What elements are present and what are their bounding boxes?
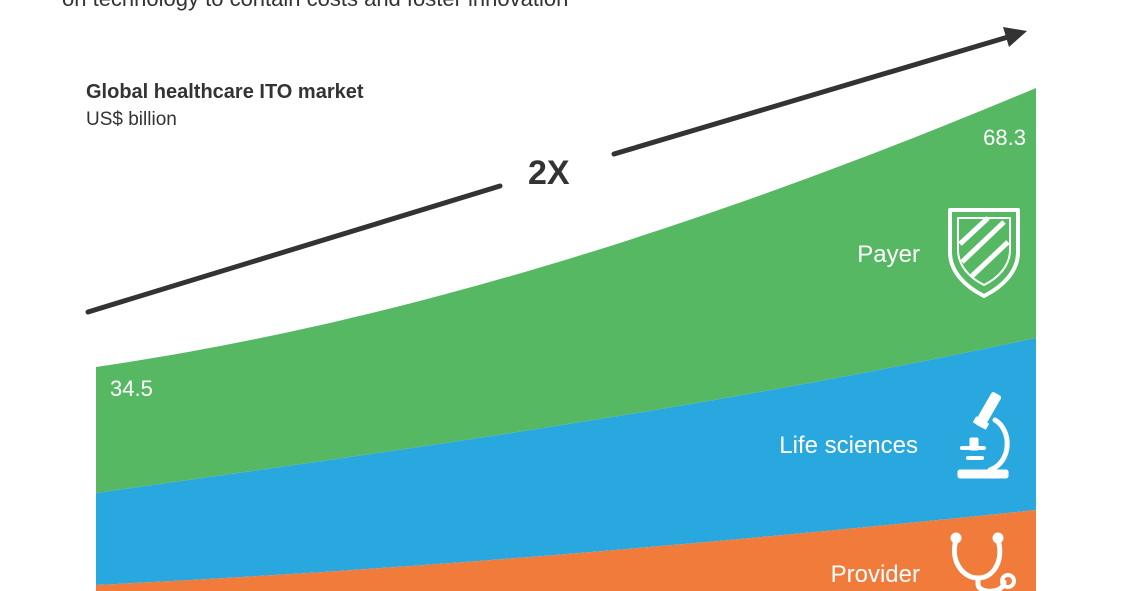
- area-payer: [96, 88, 1036, 493]
- subtitle-text: on technology to contain costs and foste…: [62, 0, 568, 12]
- growth-arrow-line-left: [85, 183, 503, 315]
- growth-arrow-line-right: [611, 34, 1011, 157]
- area-life-sciences: [96, 338, 1036, 585]
- chart-title: Global healthcare ITO market: [86, 81, 364, 103]
- microscope-icon: [957, 392, 1010, 479]
- series-label-provider: Provider: [831, 561, 920, 588]
- series-label-payer: Payer: [857, 241, 920, 268]
- shield-icon: [948, 208, 1020, 298]
- stethoscope-icon: [950, 532, 1016, 591]
- series-label-life-sciences: Life sciences: [779, 432, 918, 459]
- chart-unit: US$ billion: [86, 109, 177, 130]
- area-provider: [96, 510, 1036, 591]
- start-value-label: 34.5: [110, 376, 153, 401]
- growth-label: 2X: [528, 154, 570, 192]
- growth-arrow-head: [1003, 27, 1027, 47]
- end-value-label: 68.3: [983, 125, 1026, 150]
